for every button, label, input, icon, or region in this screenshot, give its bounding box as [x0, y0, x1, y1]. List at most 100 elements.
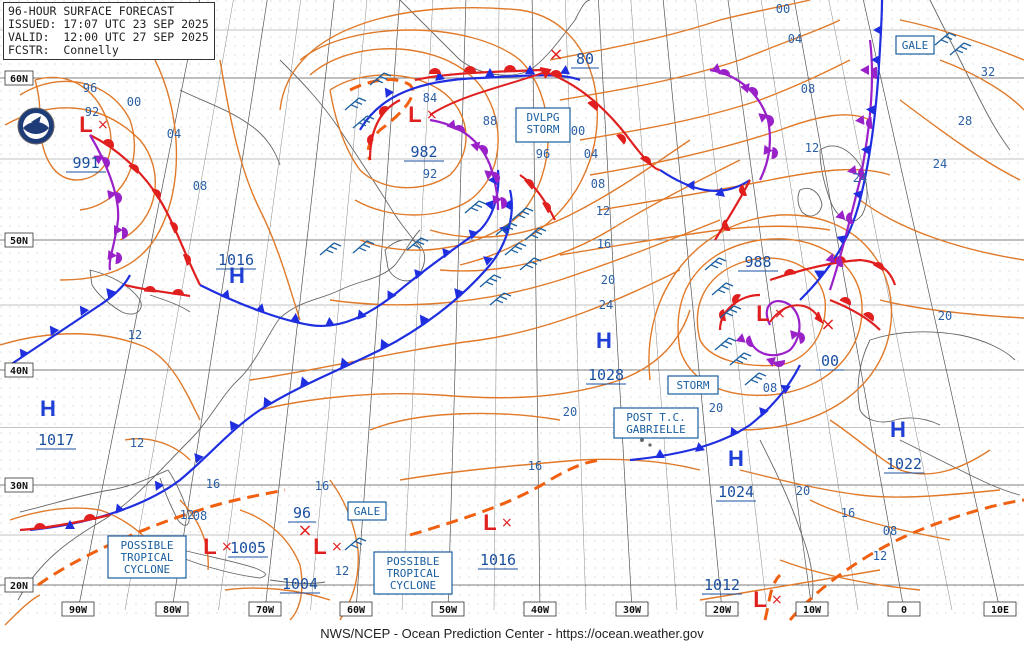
isobar-value: 08	[801, 82, 815, 96]
wind-barb-shaft	[352, 240, 368, 254]
cold-front-triangle	[470, 141, 481, 152]
wind-barb-shaft	[406, 237, 422, 251]
lon-label: 10W	[803, 605, 822, 616]
occluded-front-semicircle	[858, 167, 866, 179]
pressure-value: 1028	[588, 366, 624, 384]
wind-barb-feather	[474, 203, 483, 208]
cold-front-triangle	[114, 225, 123, 235]
pressure-value: 1016	[218, 251, 254, 269]
lon-label: 90W	[69, 605, 88, 616]
isobar-value: 12	[128, 328, 142, 342]
isobar-value: 20	[709, 401, 723, 415]
cold-front-triangle	[814, 270, 825, 280]
lat-label-box	[4, 477, 34, 493]
warm-front-semicircle	[640, 156, 651, 166]
cold-front-triangle	[766, 357, 776, 367]
wind-barb-feather	[720, 344, 729, 349]
low-symbol: L	[753, 587, 766, 612]
cold-front-triangle	[855, 115, 865, 125]
lon-label-box	[61, 601, 95, 617]
warning-text: DVLPG	[526, 111, 559, 124]
warning-label: POST T.C.GABRIELLE	[613, 407, 699, 439]
wind-barb-feather	[714, 260, 723, 265]
occluded-front-semicircle	[765, 115, 774, 127]
isobar-value: 20	[563, 405, 577, 419]
troughs	[37, 78, 1024, 621]
isobar-value: 88	[483, 114, 497, 128]
cold-front-triangle	[525, 65, 535, 74]
warm-front-semicircle	[784, 269, 796, 277]
lon-label: 0	[901, 605, 907, 616]
wind-barb-feather	[739, 355, 748, 360]
wind-barb-feather	[521, 210, 530, 215]
lon-label: 40W	[531, 605, 550, 616]
cold-front-triangle	[825, 253, 836, 263]
low-center-x: ×	[331, 539, 343, 555]
isobar-value: 04	[167, 127, 181, 141]
coastlines	[17, 0, 1021, 601]
occluded-front-semicircle	[771, 147, 778, 159]
wind-barb-feather	[366, 240, 375, 245]
warning-text: CYCLONE	[124, 563, 170, 576]
low-center-x: ×	[771, 592, 783, 608]
cold-front-triangle	[492, 195, 502, 205]
occluded-front-semicircle	[747, 87, 758, 97]
lon-label-box	[523, 601, 557, 617]
wind-barb-feather	[533, 257, 542, 262]
cold-front-triangle	[853, 190, 863, 200]
high-pressure-center: H 1022	[884, 417, 924, 474]
warm-front-semicircle	[172, 289, 184, 296]
wind-barb-feather	[518, 242, 527, 247]
wind-barb-feather	[362, 243, 371, 248]
cold-front-triangle	[106, 288, 116, 299]
wind-barb-feather	[940, 39, 949, 44]
pressure-value: 1016	[480, 551, 516, 569]
warning-text: POSSIBLE	[121, 539, 174, 552]
isobar-value: 12	[335, 564, 349, 578]
warning-label: GALE	[895, 35, 935, 55]
cold-front-triangle	[860, 65, 869, 75]
wind-barb-feather	[530, 234, 539, 239]
future-pressure: 00	[821, 352, 839, 370]
wind-barb-feather	[529, 260, 538, 265]
wind-barb-shaft	[949, 42, 965, 56]
warm-front-semicircle	[429, 68, 441, 74]
cold-front-triangle	[735, 333, 746, 343]
wind-barb-feather	[416, 240, 425, 245]
cold-front-triangle	[763, 145, 773, 155]
cold-front-triangle	[107, 190, 117, 200]
wind-barb-feather	[485, 281, 494, 286]
occluded-front-semicircle	[114, 192, 122, 204]
wind-barb-shaft	[489, 292, 505, 306]
header-title: 96-HOUR SURFACE FORECAST	[8, 4, 175, 18]
high-pressure-center: H 1017	[36, 396, 76, 450]
wind-barb-feather	[333, 242, 342, 247]
lon-label-box	[887, 601, 921, 617]
warm-front-semicircle	[524, 179, 534, 190]
cold-front-triangle	[468, 229, 479, 240]
high-pressure-center: H 1028	[586, 328, 626, 385]
warning-box	[613, 407, 699, 439]
lon-label-box	[983, 601, 1017, 617]
low-pressure-center: L × 991	[66, 112, 109, 173]
wind-barb-shaft	[519, 257, 535, 271]
isobar-value: 12	[180, 508, 194, 522]
occluded-front-semicircle	[500, 197, 507, 209]
warm-front-semicircle	[379, 106, 388, 118]
low-symbol: L	[79, 112, 92, 137]
cold-front-triangle	[419, 314, 430, 325]
warning-box	[667, 375, 719, 395]
high-symbol: H	[728, 446, 744, 471]
isobar-value: 24	[933, 157, 947, 171]
occluded-front-semicircle	[115, 252, 122, 264]
occluded-front-semicircle	[866, 117, 873, 129]
wind-barb-shaft	[511, 207, 527, 221]
warning-text: GABRIELLE	[626, 423, 686, 436]
warm-front-semicircle	[587, 101, 598, 111]
wind-barb-shaft	[352, 115, 368, 129]
isobar-value: 12	[596, 204, 610, 218]
wind-barb-feather	[733, 305, 742, 310]
warm-front-semicircle	[169, 222, 178, 234]
wind-barb-shaft	[704, 257, 720, 271]
